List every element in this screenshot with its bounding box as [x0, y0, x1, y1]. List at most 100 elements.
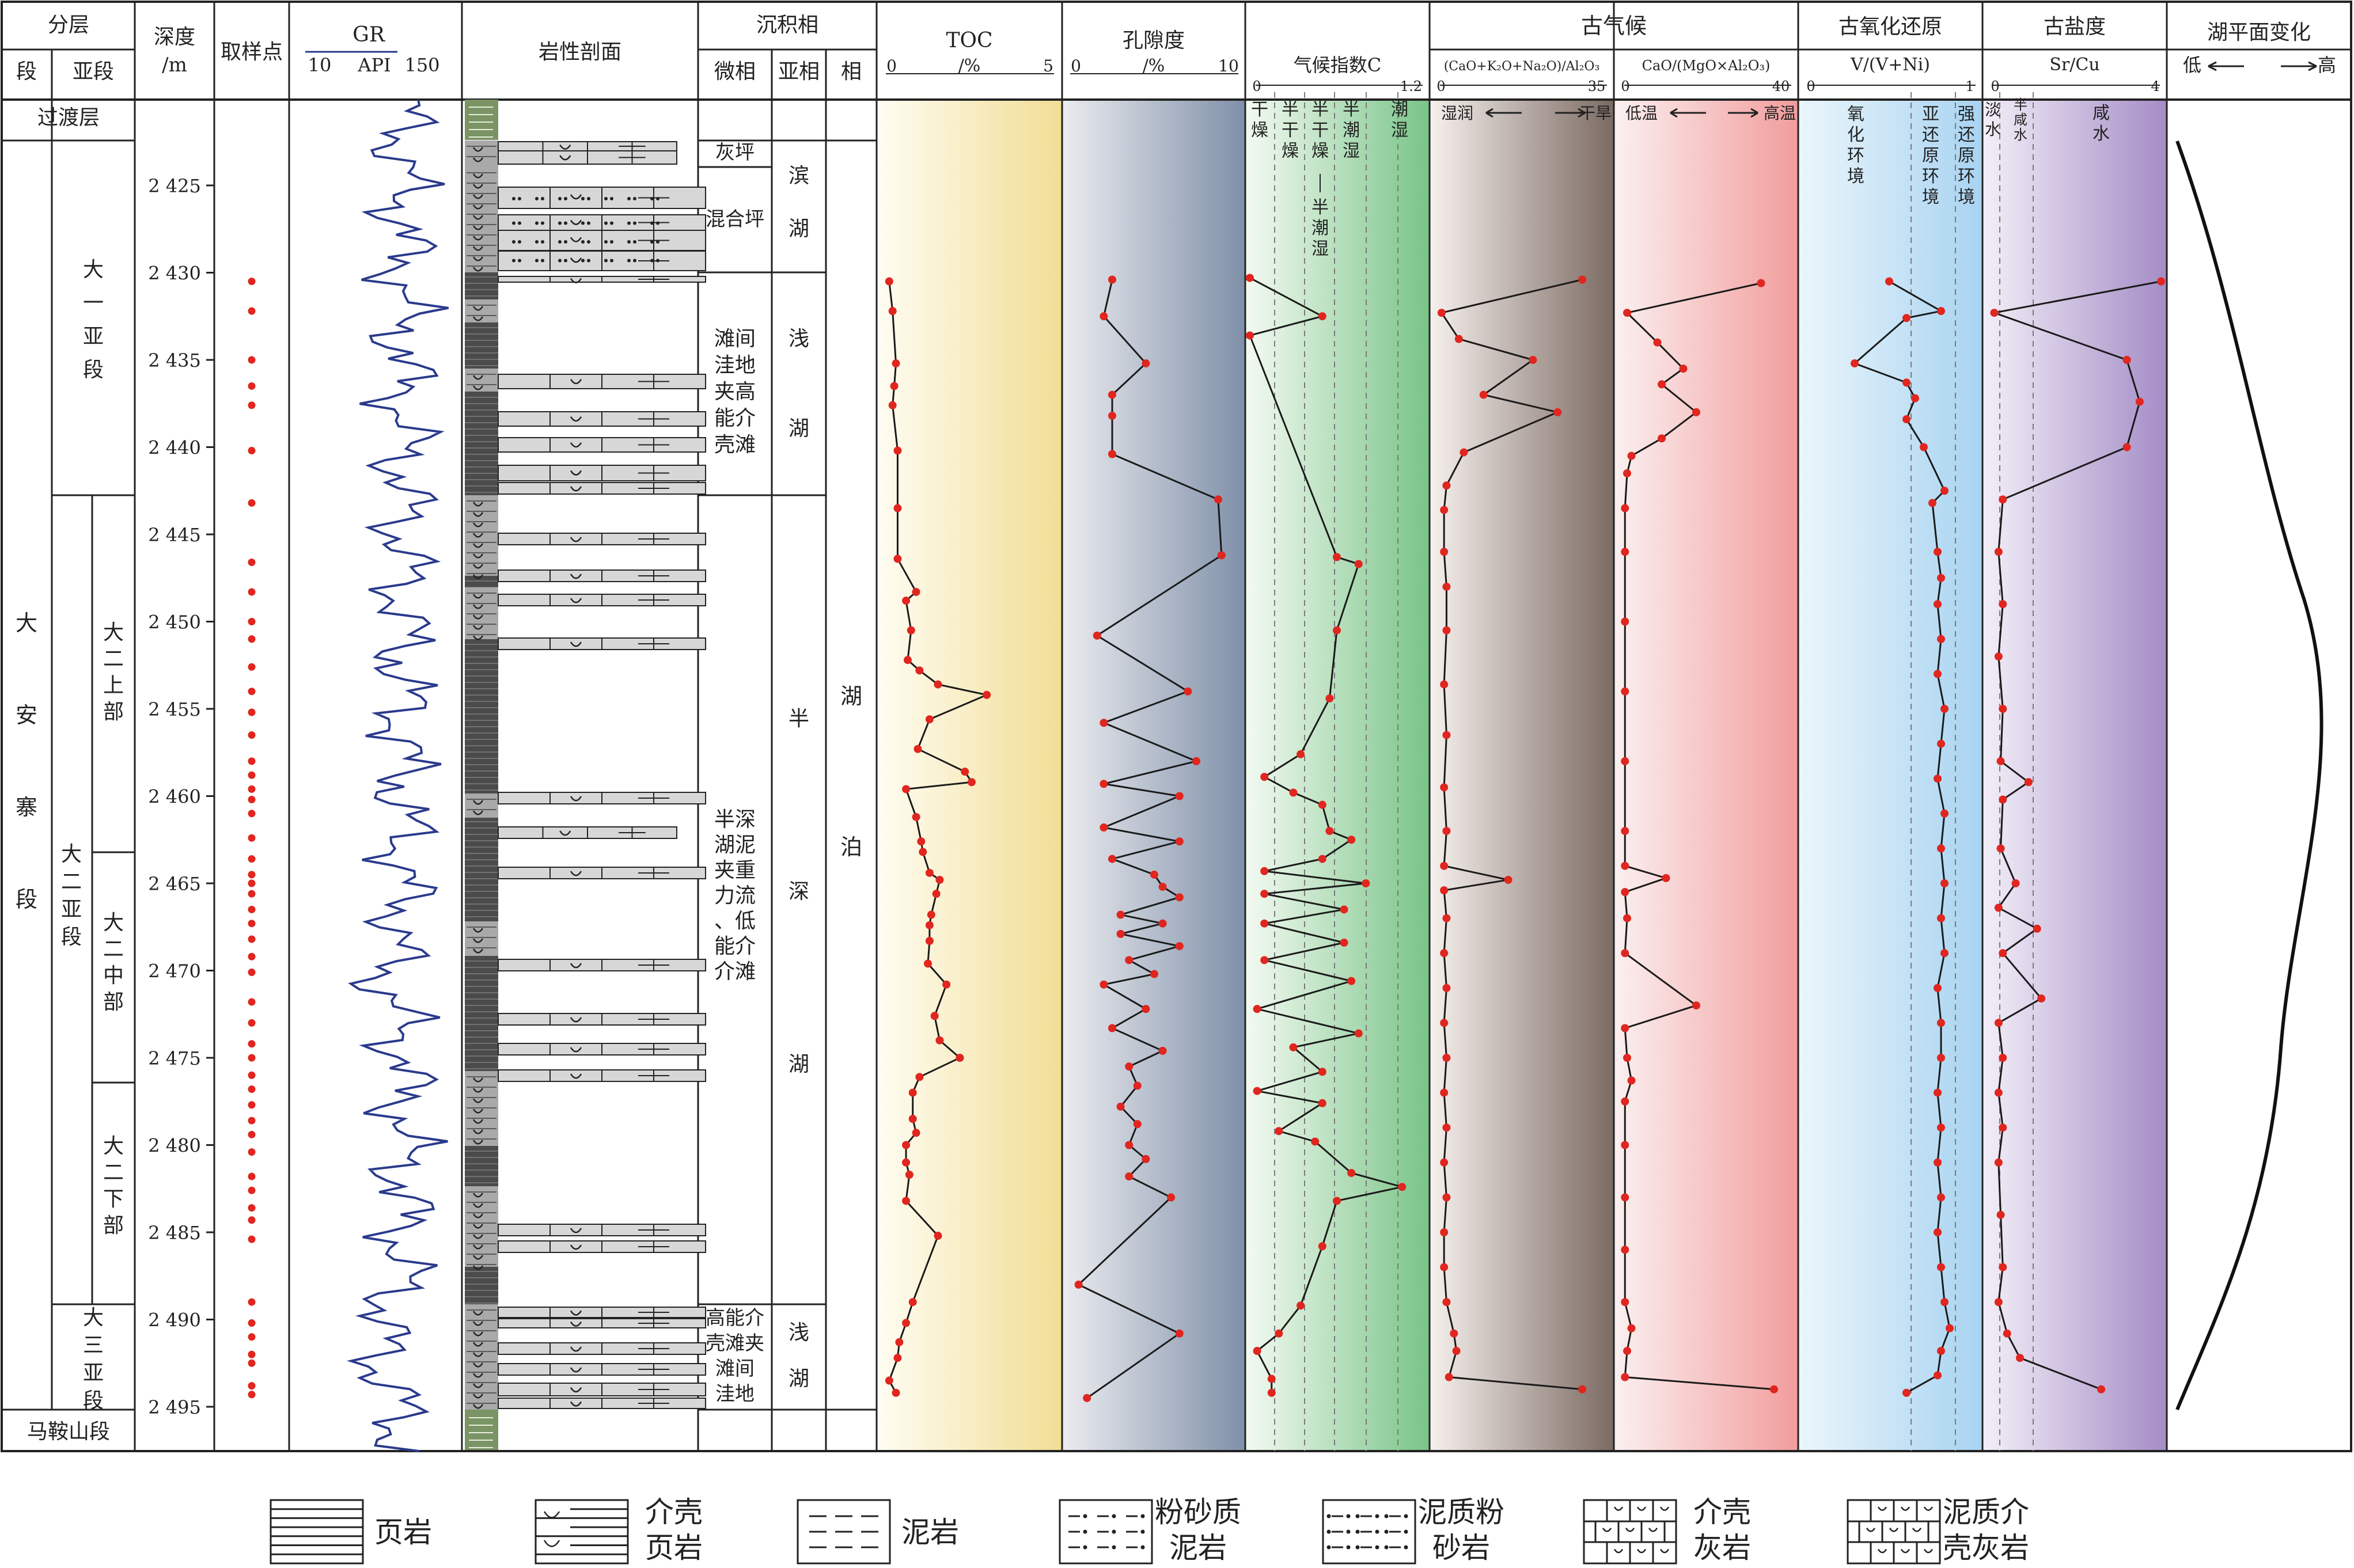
header-lake-level: 湖平面变化 — [2207, 21, 2311, 44]
silt-dot — [564, 259, 567, 263]
series-point — [1297, 1301, 1305, 1310]
facies-lake-char: 泊 — [840, 834, 862, 860]
da2-upper: 大二上部 — [103, 621, 124, 724]
shell-mark — [472, 316, 484, 321]
legend-dot — [1375, 1545, 1379, 1550]
series-point — [956, 1054, 964, 1062]
series-point — [2122, 443, 2131, 451]
silt-dot — [535, 259, 539, 263]
arrow-left-icon — [1670, 108, 1706, 118]
shell-mark — [472, 1352, 484, 1357]
shell-mark — [472, 553, 484, 559]
zone-dashes — [1274, 92, 2034, 1451]
depth-tick-label: 2 440 — [148, 437, 201, 459]
series-point — [1133, 1081, 1142, 1090]
series-point — [1108, 855, 1116, 863]
sample-point — [248, 1085, 256, 1094]
facies-lake-char: 湖 — [840, 684, 862, 709]
climate-zone-semidry-char: 半 — [1282, 100, 1299, 120]
series-point — [1940, 949, 1949, 958]
shell-mark — [570, 219, 582, 225]
silt-dot — [558, 221, 562, 225]
shell-mark — [472, 564, 484, 569]
silt-dot — [541, 197, 544, 200]
shell-mark — [472, 1331, 484, 1337]
series-point — [1937, 574, 1945, 582]
sample-point — [248, 1204, 256, 1212]
depth-tick-label: 2 470 — [148, 960, 201, 982]
shell-mark — [472, 1077, 484, 1083]
shell-mark — [472, 614, 484, 620]
series-point — [1621, 888, 1629, 897]
series-point — [1940, 1298, 1949, 1307]
shell-mark — [472, 204, 484, 210]
shell-mark — [472, 184, 484, 189]
climate-arid-label: 干旱 — [1579, 104, 1612, 123]
series-point — [1504, 875, 1513, 884]
shell-mark — [472, 1321, 484, 1326]
series-point — [885, 277, 893, 286]
legend-dot — [1083, 1545, 1087, 1550]
microfacies-3-line: 夹重 — [714, 859, 756, 882]
sample-point — [248, 1298, 256, 1306]
series-point — [1440, 886, 1449, 895]
climate-zone-semihumid-char: 潮 — [1343, 120, 1360, 141]
silt-dot — [518, 221, 521, 225]
series-point — [1757, 279, 1765, 287]
silt-dot — [581, 240, 585, 244]
sample-point — [248, 618, 256, 625]
silt-dot — [581, 221, 585, 225]
series-point — [902, 1319, 911, 1327]
silt-dot — [581, 197, 585, 200]
sample-point — [248, 810, 256, 818]
daanzhai-member-char: 大 — [16, 610, 37, 636]
da2-middle-char: 中 — [103, 964, 124, 988]
sample-point — [248, 969, 256, 977]
sample-point — [248, 998, 256, 1006]
series-point — [2135, 397, 2144, 406]
series-point — [1253, 1347, 1261, 1356]
ratio2-min: 0 — [1621, 78, 1629, 94]
subfacies-2-char: 深 — [789, 880, 809, 903]
series-point — [1621, 827, 1629, 836]
sample-point — [248, 1235, 256, 1243]
series-point — [1553, 408, 1562, 416]
series-point — [1994, 1158, 2003, 1167]
shell-mark — [570, 537, 582, 542]
climate-zone-mid-b-char: 湿 — [1311, 239, 1329, 259]
shell-mark — [1877, 1548, 1887, 1554]
header-ratio1: (CaO+K₂O+Na₂O)/Al₂O₃ — [1444, 59, 1600, 74]
da2-submember-char: 段 — [61, 925, 82, 949]
redox-zone-anoxic-char: 环 — [1958, 166, 1975, 187]
header-paleosalinity: 古盐度 — [2044, 15, 2106, 39]
header-porosity: 孔隙度 — [1123, 29, 1185, 52]
microfacies-4-line: 洼地 — [715, 1383, 755, 1406]
legend-dot — [1355, 1529, 1360, 1534]
silt-dot — [604, 221, 608, 225]
series-point — [1318, 855, 1326, 863]
lake-high: 高 — [2318, 54, 2336, 76]
shell-mark — [472, 147, 484, 152]
shell-mark — [570, 1367, 582, 1373]
series-point — [1442, 827, 1451, 836]
legend-dot — [1375, 1529, 1379, 1534]
shell-mark — [472, 246, 484, 251]
legend-label: 介壳灰岩 — [1693, 1495, 1751, 1565]
header-sample: 取样点 — [221, 40, 283, 64]
silt-dot — [558, 259, 562, 263]
series-3 — [1437, 275, 1587, 1394]
subfacies-2-char: 湖 — [789, 1053, 809, 1076]
shell-mark — [570, 871, 582, 876]
sample-point — [248, 1350, 256, 1358]
header-microfacies: 微相 — [714, 60, 756, 83]
series-point — [1442, 1054, 1451, 1062]
series-point — [1934, 984, 1942, 992]
legend-label: 页岩 — [374, 1516, 432, 1549]
depth-tick-label: 2 450 — [148, 612, 201, 633]
silt-dot — [541, 240, 544, 244]
series-point — [912, 587, 920, 596]
series-point — [1340, 939, 1348, 947]
mashan-member: 马鞍山段 — [27, 1420, 110, 1444]
sample-point — [248, 834, 256, 842]
